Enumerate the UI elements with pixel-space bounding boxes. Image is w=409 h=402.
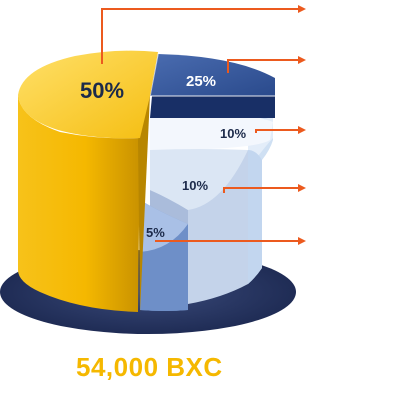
label-slice-10-pale: 10% bbox=[220, 126, 246, 141]
callout-lines bbox=[101, 8, 298, 242]
callout-arrowheads bbox=[298, 5, 306, 245]
arrowhead-5 bbox=[298, 237, 306, 245]
callout-line-50 bbox=[101, 8, 298, 64]
slice-50 bbox=[18, 50, 158, 312]
label-slice-25: 25% bbox=[186, 73, 216, 90]
arrowhead-10-mid bbox=[298, 184, 306, 192]
total-label: 54,000 BXC bbox=[76, 352, 223, 382]
slice-5 bbox=[140, 200, 188, 311]
slice-25 bbox=[149, 53, 275, 118]
callout-line-25 bbox=[227, 59, 298, 73]
label-slice-10-mid: 10% bbox=[182, 178, 208, 193]
callout-line-10-mid bbox=[223, 187, 298, 193]
arrowhead-25 bbox=[298, 56, 306, 64]
label-slice-5: 5% bbox=[146, 225, 165, 240]
label-slice-50: 50% bbox=[80, 78, 124, 103]
slice-10-pale bbox=[150, 116, 273, 284]
arrowhead-10-pale bbox=[298, 126, 306, 134]
callout-line-10-pale bbox=[255, 129, 298, 133]
arrowhead-50 bbox=[298, 5, 306, 13]
